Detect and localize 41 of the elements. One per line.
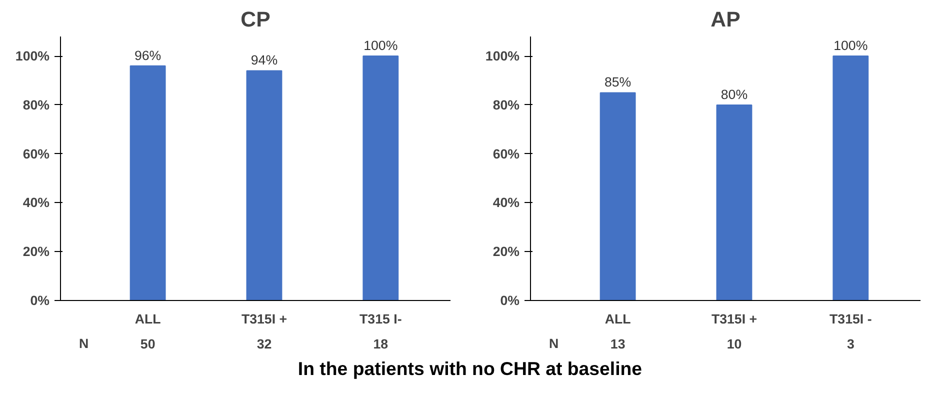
data-label: 80% — [720, 86, 748, 102]
data-label: 100% — [364, 38, 398, 54]
text: 3 — [846, 336, 854, 352]
text: 18 — [373, 336, 388, 352]
y-tick-label: 20% — [492, 244, 520, 260]
y-tick-label: 0% — [500, 293, 520, 308]
text: 50 — [140, 336, 156, 352]
text: In the patients with no CHR at baseline — [298, 357, 642, 381]
y-tick-label: 0% — [30, 293, 50, 308]
x-tick-label: ALL — [134, 312, 161, 326]
y-tick-label: 80% — [492, 97, 520, 112]
y-tick-label: 100% — [485, 48, 520, 64]
y-tick-label: 80% — [22, 97, 50, 112]
y-tick-label: 40% — [492, 195, 520, 210]
y-tick-label: 60% — [22, 146, 50, 162]
text: N — [78, 336, 89, 351]
y-tick-label: 40% — [22, 195, 50, 210]
data-label: 94% — [250, 52, 278, 68]
bar — [362, 56, 399, 300]
bar — [832, 56, 869, 300]
text: N — [548, 336, 559, 351]
bar — [716, 104, 752, 300]
x-tick-label: T315I + — [711, 312, 758, 326]
bar — [246, 70, 282, 300]
bar — [600, 92, 636, 300]
text: 32 — [256, 336, 272, 352]
y-tick-label: 20% — [22, 244, 50, 260]
chart-title: AP — [710, 8, 740, 32]
text: 10 — [726, 336, 742, 352]
y-tick-label: 100% — [15, 48, 50, 64]
bar — [130, 65, 166, 300]
data-label: 96% — [134, 48, 162, 63]
x-tick-label: T315I - — [830, 312, 872, 326]
x-tick-label: ALL — [604, 312, 631, 326]
y-tick-label: 60% — [492, 146, 520, 162]
data-label: 85% — [604, 74, 632, 90]
data-label: 100% — [834, 38, 868, 54]
text: 13 — [610, 336, 626, 352]
x-tick-label: T315 I- — [360, 312, 402, 326]
chart-title: CP — [240, 8, 270, 32]
x-tick-label: T315I + — [241, 312, 288, 326]
